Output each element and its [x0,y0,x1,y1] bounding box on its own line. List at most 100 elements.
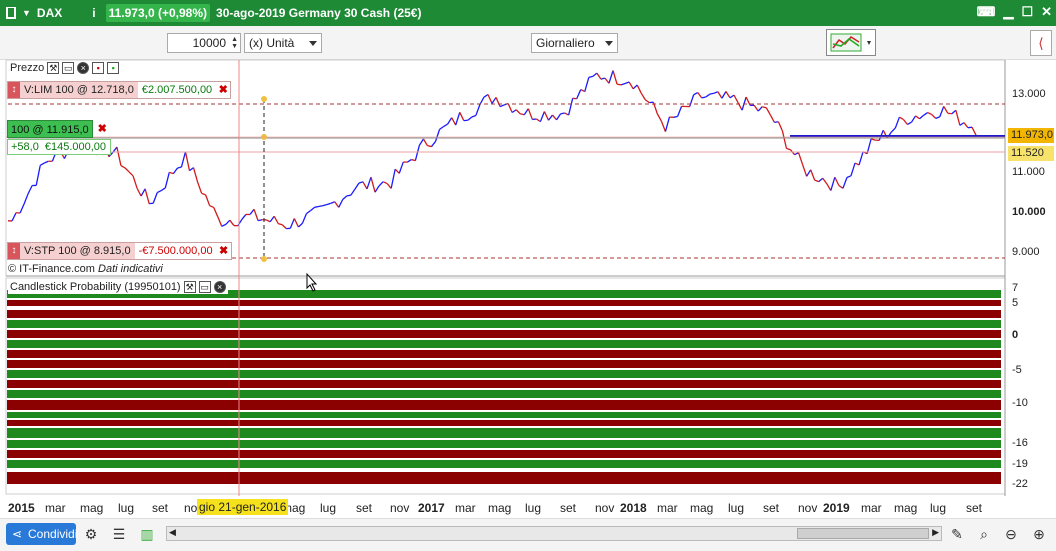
scroll-thumb[interactable] [797,528,929,539]
stop-handle[interactable] [261,256,267,262]
keyboard-icon[interactable]: ⌨ [976,4,996,19]
cancel-stop-order-button[interactable]: ✖ [218,245,229,257]
x-axis-month-label: nov [595,501,615,515]
zoom-in-icon[interactable]: ⊕ [1033,526,1045,542]
sell-icon[interactable]: ▪ [92,62,105,74]
wrench-icon[interactable]: ⚒ [47,62,60,74]
level-price-tag: 11.520 [1008,146,1054,161]
histogram-layer [7,290,1001,484]
price-segment [520,113,525,116]
horizontal-scrollbar[interactable]: ◀ ▶ [166,526,942,541]
x-axis-month-label: mag [894,501,918,515]
price-segment [427,145,432,148]
price-segment [870,138,876,141]
pen-icon[interactable]: ✎ [951,526,963,542]
price-segment [483,93,489,98]
price-segment [616,83,622,86]
buy-icon[interactable]: ▪ [107,62,120,74]
histogram-band [7,400,1001,410]
price-segment [35,165,41,186]
price-segment [225,219,231,225]
price-segment [346,194,351,197]
price-segment [293,218,299,228]
instrument-name[interactable]: DAX [36,6,63,20]
limit-order[interactable]: ↕ V:LIM 100 @ 12.718,0 €2.007.500,00 ✖ [7,81,232,99]
close-position-button[interactable]: ✖ [97,123,107,135]
price-segment [762,106,767,109]
drag-handle-icon[interactable]: ↕ [8,243,20,259]
price-segment [580,88,586,93]
histogram-band [7,478,1001,484]
price-segment [959,122,965,126]
price-segment [560,112,565,115]
price-segment [592,72,598,77]
x-axis-month-label: set [356,501,373,515]
share-button[interactable]: ⋖ Condividi [6,523,77,545]
x-axis-month-label: mar [455,501,476,515]
price-segment [289,218,295,229]
window-menu-icon[interactable] [6,7,16,19]
price-segment [568,98,574,116]
candles-icon[interactable]: ▥ [140,526,154,542]
info-icon[interactable]: i [92,6,96,20]
price-segment [765,107,771,116]
scroll-left-icon[interactable]: ◀ [169,527,176,537]
price-segment [479,96,485,105]
quantity-stepper[interactable]: ▲ ▼ [231,36,238,50]
share-icon: ⋖ [12,527,23,541]
window-icon[interactable]: ▭ [198,281,211,293]
price-segment [459,112,465,121]
histogram-band [7,350,1001,358]
wrench-icon[interactable]: ⚒ [183,281,196,293]
unit-select[interactable]: (x) Unità [244,33,322,53]
price-segment [342,195,348,200]
price-segment [265,219,271,223]
price-segment [955,110,961,126]
price-segment [455,112,461,126]
price-segment [951,109,957,115]
stop-order[interactable]: ↕ V:STP 100 @ 8.915,0 -€7.500.000,00 ✖ [7,242,232,260]
price-segment [217,216,223,227]
price-segment [467,116,473,121]
price-segment [184,151,191,171]
x-axis-month-label: lug [525,501,542,515]
window-icon[interactable]: ▭ [62,62,75,74]
price-segment [390,169,396,189]
drag-handle-icon[interactable]: ↕ [8,82,20,98]
minimize-icon[interactable]: ▁ [1003,4,1014,19]
histogram-band [7,310,1001,318]
limit-handle[interactable] [261,96,267,102]
price-segment [499,104,505,108]
price-segment [273,215,279,224]
price-segment [152,192,158,204]
price-segment [209,205,214,209]
price-segment [386,183,392,189]
price-segment [693,91,699,96]
histogram-band [7,420,1001,426]
price-segment [144,188,150,204]
price-segment [656,113,662,122]
dropdown-arrow-icon[interactable]: ▼ [22,8,31,18]
maximize-icon[interactable]: ☐ [1021,4,1034,19]
price-segment [947,112,952,115]
period-select[interactable]: Giornaliero [531,33,618,53]
price-segment [543,111,550,121]
quantity-input[interactable]: 10000 ▲ ▼ [167,33,241,53]
x-axis-month-label: set [966,501,983,515]
list-icon[interactable]: ☰ [112,526,126,542]
close-panel-icon[interactable]: × [213,281,226,293]
price-segment [201,192,206,196]
close-icon[interactable]: ✕ [1041,4,1052,19]
price-segment [676,106,683,117]
y-tick-label: 9.000 [1012,246,1040,258]
open-position[interactable]: 100 @ 11.915,0 ✖ +58,0 €145.000,00 [7,120,112,155]
drawing-tools-button[interactable] [826,29,876,56]
price-segment [721,91,727,99]
zoom-out-icon[interactable]: ⊖ [1005,526,1017,542]
zoom-fit-icon[interactable]: ⌕ [980,526,988,542]
close-panel-icon[interactable]: × [77,62,90,74]
cancel-limit-order-button[interactable]: ✖ [218,84,228,96]
indicators-icon[interactable]: ⚙ [84,526,98,542]
side-panel-toggle[interactable]: ⟨ [1030,30,1052,56]
scroll-right-icon[interactable]: ▶ [932,527,939,537]
